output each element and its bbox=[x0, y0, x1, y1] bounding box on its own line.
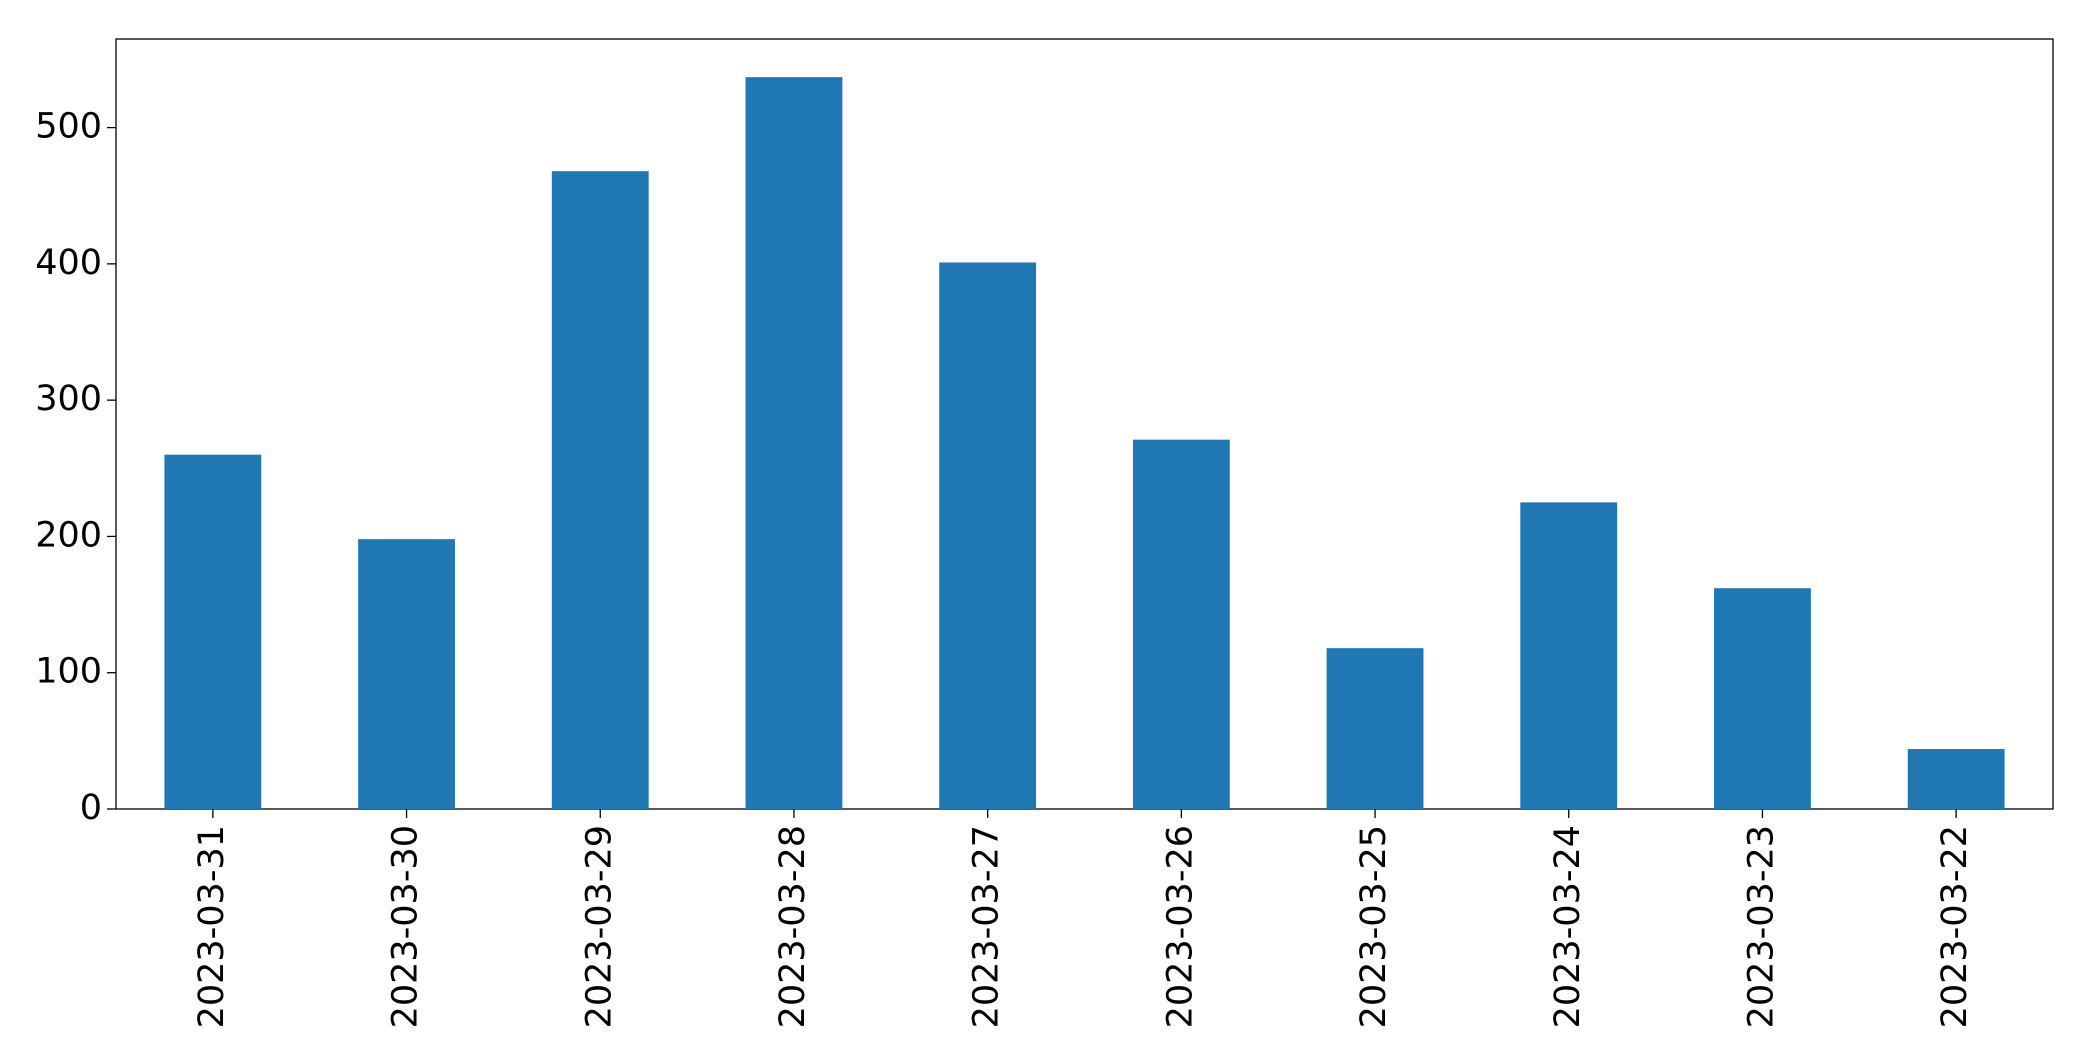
y-tick-label: 100 bbox=[35, 652, 102, 692]
bar bbox=[939, 262, 1037, 810]
x-tick-label: 2023-03-24 bbox=[1548, 825, 1588, 1028]
x-tick-label: 2023-03-29 bbox=[579, 825, 619, 1028]
bar bbox=[1907, 749, 2005, 809]
bar bbox=[1714, 588, 1811, 809]
x-tick-label: 2023-03-25 bbox=[1354, 825, 1394, 1028]
y-tick-label: 500 bbox=[35, 107, 102, 147]
plot-frame bbox=[115, 38, 2054, 810]
bar bbox=[745, 77, 843, 809]
bar bbox=[358, 539, 455, 809]
y-tick-label: 400 bbox=[35, 243, 102, 283]
x-tick-label: 2023-03-27 bbox=[967, 825, 1007, 1028]
y-tick-label: 200 bbox=[35, 515, 102, 555]
bar bbox=[164, 454, 262, 809]
y-tick-label: 0 bbox=[80, 788, 102, 828]
bar bbox=[1520, 502, 1618, 809]
bar bbox=[1326, 648, 1424, 809]
bar bbox=[551, 171, 649, 809]
x-tick-label: 2023-03-26 bbox=[1160, 825, 1200, 1028]
y-tick-label: 300 bbox=[35, 379, 102, 419]
x-tick-label: 2023-03-28 bbox=[773, 825, 813, 1028]
x-tick-label: 2023-03-31 bbox=[192, 825, 232, 1028]
x-tick-label: 2023-03-23 bbox=[1741, 825, 1781, 1028]
x-tick-label: 2023-03-30 bbox=[386, 825, 426, 1028]
bar bbox=[1132, 439, 1230, 809]
x-tick-label: 2023-03-22 bbox=[1935, 825, 1975, 1028]
